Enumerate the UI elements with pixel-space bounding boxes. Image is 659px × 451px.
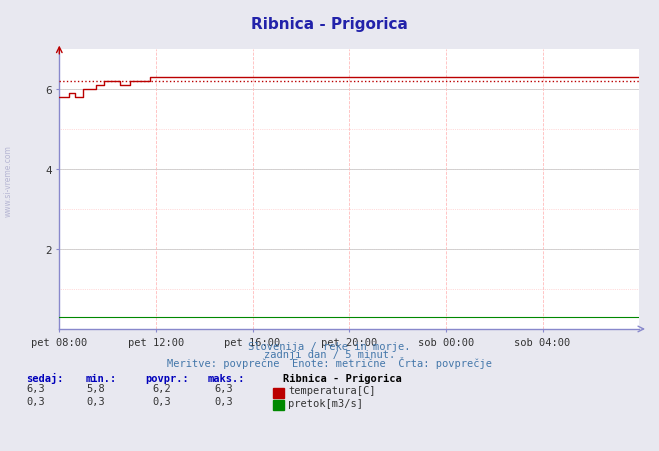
Text: pretok[m3/s]: pretok[m3/s] xyxy=(288,398,363,408)
Text: 6,2: 6,2 xyxy=(152,383,171,393)
Text: Meritve: povprečne  Enote: metrične  Črta: povprečje: Meritve: povprečne Enote: metrične Črta:… xyxy=(167,356,492,368)
Text: Slovenija / reke in morje.: Slovenija / reke in morje. xyxy=(248,341,411,351)
Text: 0,3: 0,3 xyxy=(27,396,45,405)
Text: 6,3: 6,3 xyxy=(215,383,233,393)
Text: 5,8: 5,8 xyxy=(86,383,105,393)
Text: maks.:: maks.: xyxy=(208,373,245,383)
Text: 0,3: 0,3 xyxy=(86,396,105,405)
Text: min.:: min.: xyxy=(86,373,117,383)
Text: 0,3: 0,3 xyxy=(152,396,171,405)
Text: www.si-vreme.com: www.si-vreme.com xyxy=(4,144,13,216)
Text: Ribnica - Prigorica: Ribnica - Prigorica xyxy=(283,373,402,383)
Text: 6,3: 6,3 xyxy=(27,383,45,393)
Text: sedaj:: sedaj: xyxy=(26,372,64,383)
Text: 0,3: 0,3 xyxy=(215,396,233,405)
Text: povpr.:: povpr.: xyxy=(145,373,188,383)
Text: zadnji dan / 5 minut.: zadnji dan / 5 minut. xyxy=(264,349,395,359)
Text: temperatura[C]: temperatura[C] xyxy=(288,385,376,395)
Text: Ribnica - Prigorica: Ribnica - Prigorica xyxy=(251,17,408,32)
